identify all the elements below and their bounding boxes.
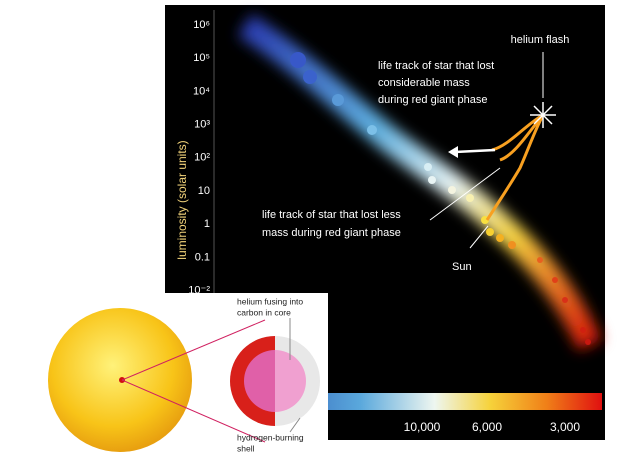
inset: helium fusing into carbon in core hydrog… xyxy=(5,293,328,461)
stars xyxy=(290,52,591,345)
x-tick-label: 10,000 xyxy=(404,420,441,434)
y-tick-label: 10⁶ xyxy=(193,19,210,31)
y-axis-label: luminosity (solar units) xyxy=(175,140,189,259)
y-tick-label: 1 xyxy=(204,218,210,230)
inset-label: carbon in core xyxy=(237,307,291,317)
arrow-head xyxy=(448,146,458,158)
annotation: considerable mass xyxy=(378,77,470,89)
y-tick-label: 10³ xyxy=(194,119,210,131)
arrow xyxy=(454,148,496,154)
y-tick-label: 10⁵ xyxy=(193,52,210,64)
leader xyxy=(429,167,501,221)
x-tick-label: 3,000 xyxy=(550,420,580,434)
y-tick-label: 10 xyxy=(198,185,210,197)
annotation: life track of star that lost less xyxy=(262,209,401,221)
y-tick-label: 10⁴ xyxy=(193,85,210,97)
x-axis-label: surface temperature (Kelvin) xyxy=(315,444,466,458)
inset-label: helium fusing into xyxy=(237,296,303,306)
inset-label: shell xyxy=(237,443,255,453)
annotation: helium flash xyxy=(511,34,570,46)
annotation: life track of star that lost xyxy=(378,60,494,72)
helium-flash-star xyxy=(530,102,556,128)
x-ticks: 10,000 6,000 3,000 xyxy=(404,420,581,434)
leader xyxy=(469,225,489,249)
inset-label: hydrogen-burning xyxy=(237,432,304,442)
annotation: mass during red giant phase xyxy=(262,227,401,239)
annotation: Sun xyxy=(452,261,472,273)
x-tick-label: 6,000 xyxy=(472,420,502,434)
y-tick-label: 0.1 xyxy=(195,251,210,263)
annotation: during red giant phase xyxy=(378,94,487,106)
y-tick-label: 10² xyxy=(194,152,210,164)
